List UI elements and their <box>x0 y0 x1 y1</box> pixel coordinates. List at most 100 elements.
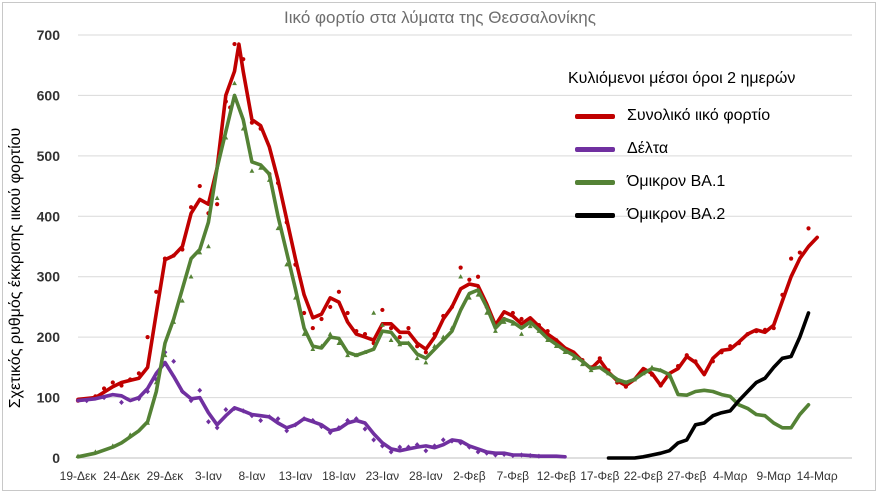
point-0-45 <box>458 265 463 270</box>
point-0-85 <box>806 226 811 231</box>
point-2-31 <box>379 322 385 327</box>
legend-label-omicron-ba1: Όμικρον ΒΑ.1 <box>627 173 726 190</box>
x-tick-23-Ιαν: 23-Ιαν <box>366 469 400 483</box>
point-0-32 <box>345 310 350 316</box>
x-tick-28-Ιαν: 28-Ιαν <box>409 469 443 483</box>
point-2-44 <box>493 328 498 333</box>
point-0-8 <box>145 335 150 340</box>
point-2-22 <box>301 331 307 336</box>
point-0-19 <box>232 41 237 47</box>
point-2-30 <box>371 310 377 315</box>
point-2-14 <box>232 80 237 86</box>
series-line-1 <box>76 360 567 459</box>
point-2-26 <box>336 340 342 345</box>
y-tick-300: 300 <box>37 269 61 285</box>
point-1-10 <box>197 387 203 393</box>
series-line-0 <box>76 42 819 402</box>
point-1-36 <box>423 448 429 454</box>
point-0-30 <box>328 304 333 310</box>
point-2-8 <box>179 298 185 303</box>
point-1-29 <box>362 426 368 432</box>
y-tick-700: 700 <box>37 27 61 43</box>
series-2 <box>75 80 811 459</box>
y-tick-500: 500 <box>37 148 61 164</box>
point-2-25 <box>327 331 333 336</box>
legend-swatch-omicron-ba2 <box>575 212 615 218</box>
plot-area <box>75 41 819 460</box>
point-2-35 <box>414 355 420 361</box>
point-0-39 <box>406 325 411 331</box>
point-2-9 <box>188 274 194 279</box>
point-2-48 <box>527 323 533 329</box>
point-0-83 <box>789 256 794 261</box>
y-tick-labels: 0 100 200 300 400 500 600 700 <box>37 27 61 466</box>
point-0-84 <box>797 250 802 255</box>
point-1-7 <box>171 358 177 364</box>
legend-title: Κυλιόμενοι μέσοι όροι 2 ημερών <box>568 70 796 87</box>
legend-label-total: Συνολικό ιικό φορτίο <box>627 107 771 124</box>
point-1-38 <box>440 437 446 443</box>
point-0-16 <box>215 202 220 207</box>
x-tick-29-Δεκ: 29-Δεκ <box>147 469 185 483</box>
y-tick-0: 0 <box>52 450 60 466</box>
legend-item-omicron-ba1: Όμικρον ΒΑ.1 <box>575 172 725 192</box>
point-0-41 <box>423 350 428 355</box>
point-0-36 <box>380 307 385 313</box>
x-tick-13-Ιαν: 13-Ιαν <box>279 469 313 483</box>
legend-label-omicron-ba2: Όμικρον ΒΑ.2 <box>627 206 726 223</box>
point-0-47 <box>475 274 481 279</box>
gridlines <box>78 34 852 459</box>
legend-swatch-total <box>575 113 615 119</box>
point-0-13 <box>188 205 194 210</box>
point-2-12 <box>214 195 220 200</box>
y-tick-400: 400 <box>37 208 61 224</box>
x-tick-7-Φεβ: 7-Φεβ <box>497 469 530 483</box>
y-tick-200: 200 <box>37 329 61 345</box>
point-0-38 <box>397 335 402 340</box>
chart-title: Ιικό φορτίο στα λύματα της Θεσσαλονίκης <box>284 8 596 27</box>
point-1-11 <box>206 419 211 425</box>
point-2-20 <box>284 262 290 267</box>
point-2-32 <box>388 337 394 342</box>
legend-swatch-delta <box>575 146 615 152</box>
point-0-52 <box>519 316 524 322</box>
x-tick-4-Μαρ: 4-Μαρ <box>713 469 748 483</box>
legend-swatch-omicron-ba1 <box>575 179 615 185</box>
point-2-47 <box>519 331 524 336</box>
legend-item-omicron-ba2: Όμικρον ΒΑ.2 <box>575 205 725 225</box>
x-tick-19-Δεκ: 19-Δεκ <box>60 469 98 483</box>
point-1-20 <box>284 428 290 434</box>
point-1-31 <box>379 443 385 449</box>
point-2-27 <box>345 352 350 358</box>
point-1-30 <box>371 437 377 443</box>
point-0-4 <box>110 380 115 385</box>
x-tick-22-Φεβ: 22-Φεβ <box>624 469 663 483</box>
x-tick-labels: 19-Δεκ 24-Δεκ 29-Δεκ 3-Ιαν 8-Ιαν 13-Ιαν 18-Ιαν… <box>60 469 838 483</box>
series-1 <box>76 349 567 459</box>
x-tick-8-Ιαν: 8-Ιαν <box>238 469 265 483</box>
x-tick-9-Μαρ: 9-Μαρ <box>757 469 792 483</box>
point-2-11 <box>206 243 211 249</box>
point-2-16 <box>249 168 255 173</box>
point-1-33 <box>397 444 403 450</box>
x-tick-12-Φεβ: 12-Φεβ <box>537 469 576 483</box>
series-line-2 <box>76 93 811 459</box>
x-tick-24-Δεκ: 24-Δεκ <box>103 469 141 483</box>
x-tick-3-Ιαν: 3-Ιαν <box>195 469 222 483</box>
y-tick-600: 600 <box>37 87 61 103</box>
point-0-9 <box>154 289 159 294</box>
x-tick-17-Φεβ: 17-Φεβ <box>580 469 619 483</box>
point-0-29 <box>319 316 324 322</box>
point-2-53 <box>571 355 577 361</box>
point-1-17 <box>258 417 264 424</box>
legend-label-delta: Δέλτα <box>627 140 669 157</box>
point-2-40 <box>458 274 464 279</box>
point-0-28 <box>310 325 315 331</box>
x-tick-14-Μαρ: 14-Μαρ <box>797 469 838 483</box>
legend-item-total: Συνολικό ιικό φορτίο <box>575 106 770 126</box>
point-0-31 <box>336 289 341 294</box>
y-tick-100: 100 <box>37 390 61 406</box>
x-tick-18-Ιαν: 18-Ιαν <box>322 469 356 483</box>
